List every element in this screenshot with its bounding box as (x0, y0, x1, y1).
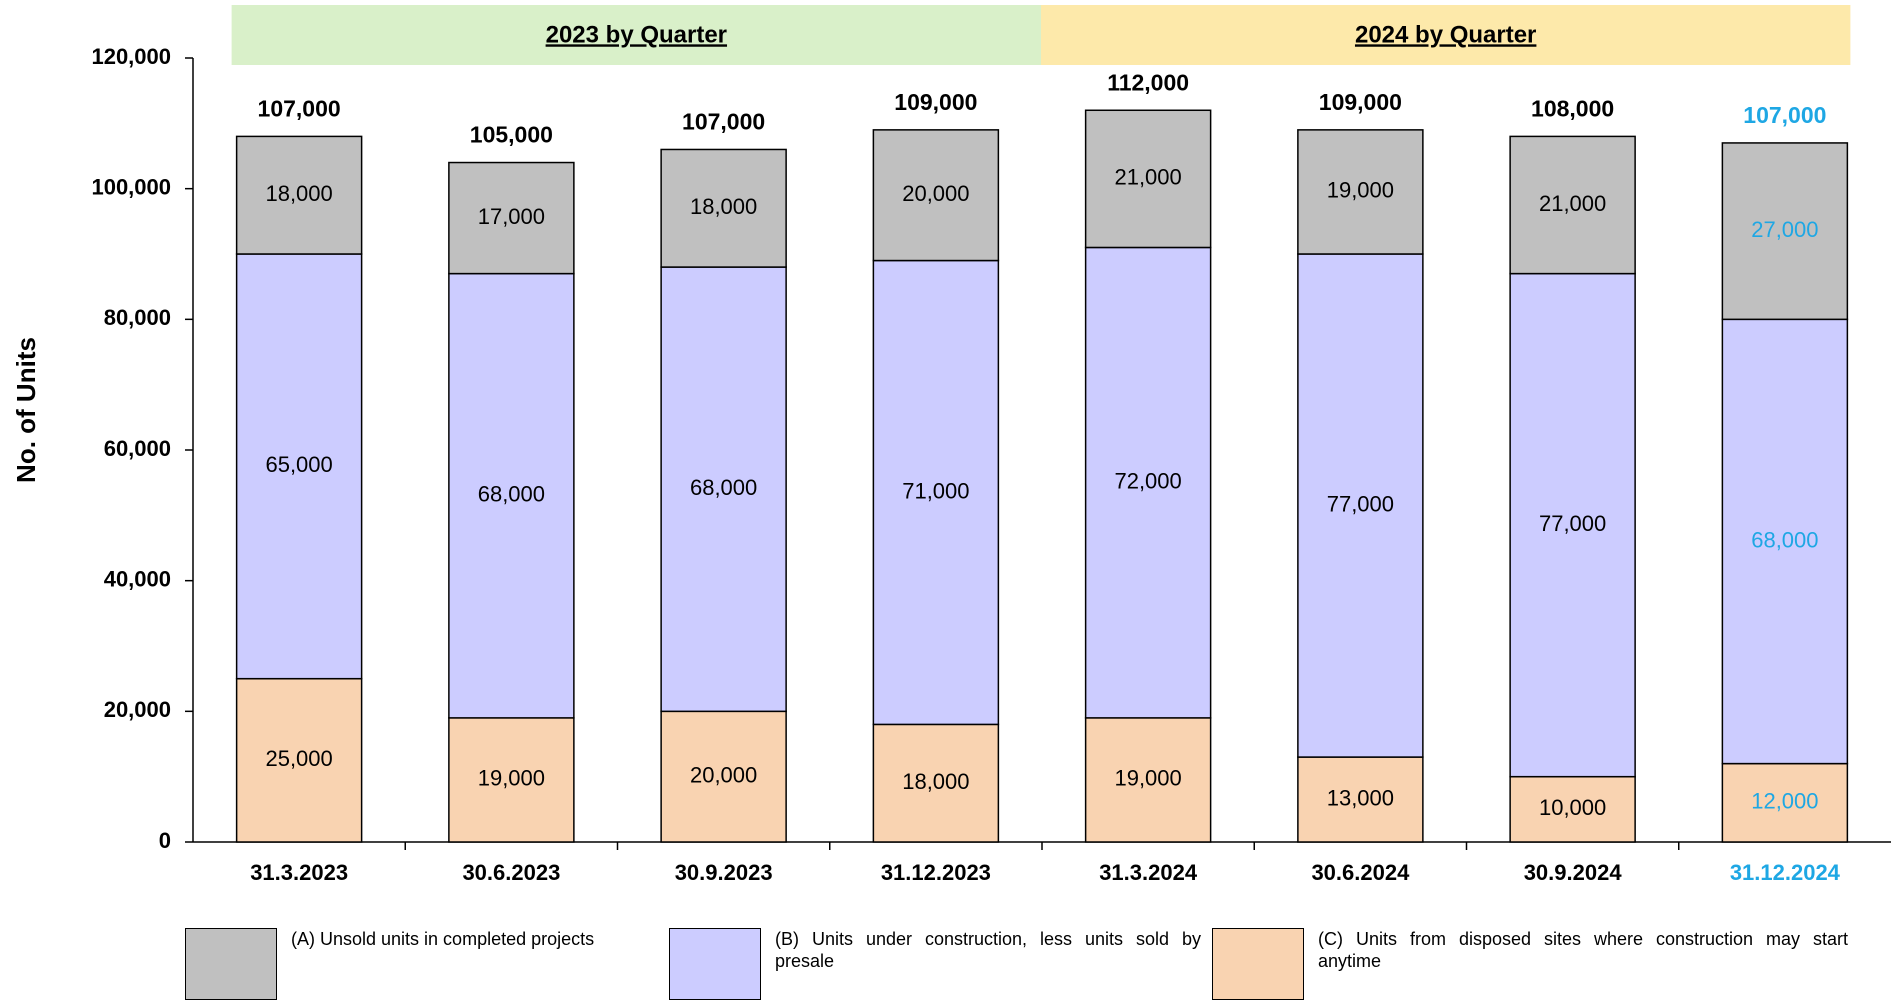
x-tick-label: 30.9.2024 (1524, 860, 1623, 885)
legend-item: (B) Units under construction, less units… (669, 928, 1201, 1000)
legend-label: (A) Unsold units in completed projects (291, 929, 595, 949)
segment-label: 20,000 (902, 181, 969, 206)
bar-segment (872, 129, 1000, 262)
segment-label: 68,000 (1751, 527, 1818, 552)
segment-label: 10,000 (1539, 795, 1606, 820)
bar-segment (1721, 142, 1849, 321)
y-tick-label: 20,000 (104, 697, 171, 722)
segment-label: 68,000 (690, 475, 757, 500)
y-axis-title: No. of Units (11, 337, 41, 483)
bar-segment (1509, 135, 1636, 275)
group-band (231, 5, 1041, 65)
bar-segment (660, 148, 787, 268)
bar-segment (1721, 762, 1849, 843)
segment-label: 65,000 (265, 452, 332, 477)
segment-label: 68,000 (478, 482, 545, 507)
segment-label: 77,000 (1539, 511, 1606, 536)
x-tick-label: 30.6.2024 (1311, 860, 1410, 885)
x-tick-label: 31.12.2023 (881, 860, 991, 885)
segment-label: 19,000 (478, 766, 545, 791)
bar-segment (448, 161, 575, 275)
legend-swatch (1212, 928, 1304, 1000)
total-label: 107,000 (682, 109, 765, 135)
segment-label: 72,000 (1114, 468, 1181, 493)
segment-label: 12,000 (1751, 789, 1818, 814)
segment-label: 18,000 (265, 181, 332, 206)
y-tick-label: 120,000 (91, 44, 171, 69)
x-tick-label: 30.9.2023 (675, 860, 773, 885)
total-label: 109,000 (1319, 89, 1402, 115)
legend-label: (C) Units from disposed sites where cons… (1318, 929, 1848, 971)
total-label: 108,000 (1531, 95, 1614, 121)
x-tick-label: 31.12.2024 (1730, 860, 1841, 885)
bar-segment (1297, 129, 1424, 255)
legend-item: (C) Units from disposed sites where cons… (1212, 928, 1848, 1000)
y-tick-label: 40,000 (104, 566, 171, 591)
bar-segment (1297, 756, 1424, 843)
y-tick-label: 0 (159, 828, 171, 853)
segment-label: 71,000 (902, 478, 969, 503)
total-label: 107,000 (258, 95, 341, 121)
total-label: 107,000 (1743, 102, 1826, 128)
total-label: 105,000 (470, 122, 553, 148)
legend-swatch (185, 928, 277, 1000)
segment-label: 27,000 (1751, 217, 1818, 242)
bar-segment (660, 710, 787, 843)
y-tick-label: 60,000 (104, 436, 171, 461)
bar-segment (1509, 272, 1636, 778)
segment-label: 19,000 (1114, 766, 1181, 791)
bar-segment (1084, 246, 1212, 719)
y-tick-label: 100,000 (91, 174, 171, 199)
legend-label: (B) Units under construction, less units… (775, 929, 1201, 971)
segment-label: 20,000 (690, 762, 757, 787)
segment-label: 13,000 (1327, 785, 1394, 810)
segment-label: 19,000 (1327, 178, 1394, 203)
segment-label: 21,000 (1114, 165, 1181, 190)
bar-segment (1297, 253, 1424, 758)
segment-label: 77,000 (1327, 491, 1394, 516)
bar-segment (235, 253, 363, 680)
chart: No. of Units 2023 by Quarter 2024 by Quar… (11, 5, 1891, 885)
bar-segment (235, 677, 363, 843)
segment-label: 21,000 (1539, 191, 1606, 216)
group-band (1041, 5, 1851, 65)
legend-item: (A) Unsold units in completed projects (185, 928, 771, 1000)
total-label: 112,000 (1107, 69, 1189, 95)
bar-segment (872, 259, 1000, 726)
legend-swatch (669, 928, 761, 1000)
group-label: 2024 by Quarter (1355, 21, 1536, 48)
y-tick-label: 80,000 (104, 305, 171, 330)
bar-segment (448, 272, 575, 719)
segment-label: 18,000 (690, 194, 757, 219)
bar-segment (1084, 109, 1212, 249)
bar-segment (235, 135, 363, 255)
segment-label: 25,000 (265, 746, 332, 771)
total-label: 109,000 (894, 89, 977, 115)
bar-segment (872, 723, 1000, 843)
segment-label: 18,000 (902, 769, 969, 794)
x-tick-label: 31.3.2023 (250, 860, 348, 885)
segment-label: 17,000 (478, 204, 545, 229)
x-tick-label: 31.3.2024 (1099, 860, 1198, 885)
bar-segment (1721, 318, 1849, 765)
x-tick-label: 30.6.2023 (462, 860, 560, 885)
bar-segment (1084, 717, 1212, 843)
group-label: 2023 by Quarter (546, 21, 727, 48)
bar-segment (1509, 775, 1636, 843)
